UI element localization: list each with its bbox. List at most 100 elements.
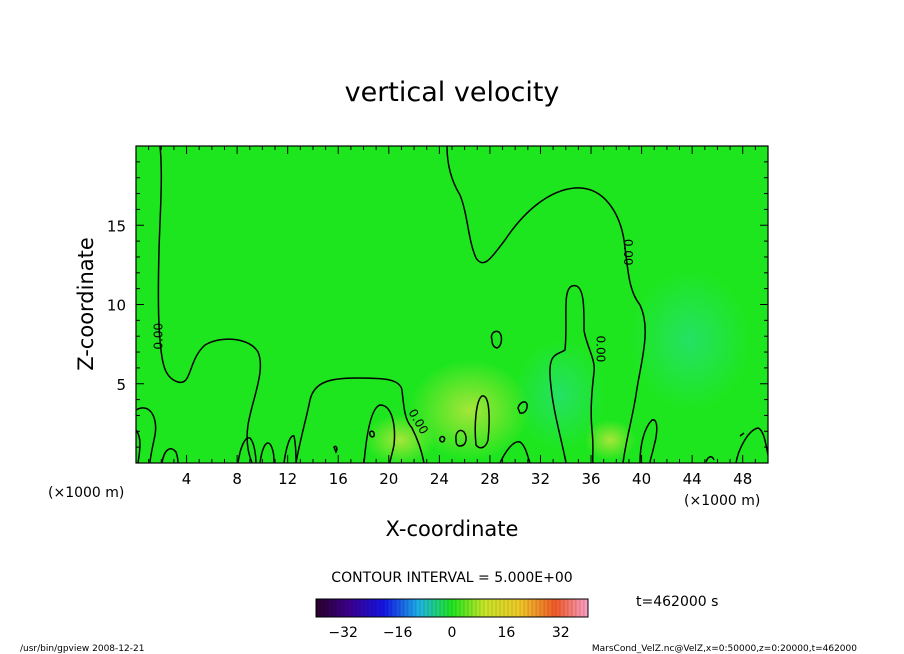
contour-line [549,285,595,463]
colorbar-cell [480,599,485,617]
colorbar-cell [328,599,333,617]
contour-line [283,435,297,463]
colorbar-cell [416,599,421,617]
colorbar-frame [315,598,589,618]
y-tick-label: 5 [116,376,126,394]
contour-line [474,395,490,449]
y-axis-title: Z-coordinate [74,237,98,371]
colorbar-cell [520,599,525,617]
colorbar-cell [456,599,461,617]
colorbar-cell [384,599,389,617]
colorbar-cell [432,599,437,617]
colorbar-cell [560,599,565,617]
colorbar-cell [388,599,393,617]
colorbar-cell [484,599,489,617]
colorbar-cell [492,599,497,617]
contour-labels: 0.000.000.000.00 [151,239,635,437]
x-tick-label: 16 [329,470,348,488]
colorbar-cell [348,599,353,617]
colorbar-tick-label: 16 [497,625,515,641]
colorbar-cell [404,599,409,617]
colorbar-cell [460,599,465,617]
x-tick-label: 20 [379,470,398,488]
colorbar-cell [368,599,373,617]
field-blob [365,415,435,463]
colorbar-cell [352,599,357,617]
colorbar-cell [452,599,457,617]
field-blob [410,360,530,460]
colorbar-tick-label: 32 [552,625,570,641]
contour-line [363,404,396,463]
colorbar-cell [420,599,425,617]
colorbar-cell [428,599,433,617]
colorbar-cell [380,599,385,617]
colorbar-cell [564,599,569,617]
footer-left: /usr/bin/gpview 2008-12-21 [20,644,144,654]
colorbar-cell [400,599,405,617]
colorbar-cell [316,599,321,617]
plot-area [136,146,768,463]
colorbar-cell [500,599,505,617]
contour-line [333,445,338,454]
colorbar-tick-label: −16 [383,625,413,641]
colorbar-cell [508,599,513,617]
contour-line [295,377,425,463]
colorbar-cell [436,599,441,617]
colorbar-cell [324,599,329,617]
contour-line [439,435,446,443]
x-tick-label: 8 [232,470,242,488]
colorbar-cell [332,599,337,617]
colorbar-cell [364,599,369,617]
footer-right: MarsCond_VelZ.nc@VelZ,x=0:50000,z=0:2000… [592,644,857,654]
x-unit-left: (×1000 m) [48,485,124,501]
contour-line [499,441,531,463]
contour-line [639,419,658,463]
colorbar-cell [372,599,377,617]
y-axis: 5 10 15 [107,161,768,448]
x-tick-label: 28 [480,470,499,488]
field-blob [630,270,750,410]
colorbar-cell [336,599,341,617]
contour-line [369,430,375,438]
contour-line [157,146,262,463]
contour-line [446,146,646,463]
colorbar-cell [472,599,477,617]
x-tick-label: 4 [182,470,192,488]
x-tick-label: 48 [733,470,752,488]
colorbar-cell [376,599,381,617]
colorbar-cell [524,599,529,617]
contour-line [735,427,768,463]
field-blob [585,420,635,460]
colorbar-cell [344,599,349,617]
colorbar-cell [572,599,577,617]
field-blob [515,340,605,450]
contour-line [259,442,275,463]
colorbar-cell [396,599,401,617]
colorbar-cell [448,599,453,617]
colorbar-cell [356,599,361,617]
contour-line [161,448,179,463]
x-axis: 4 8 12 16 20 24 28 32 36 40 44 48 [148,146,756,488]
colorbar-cell [568,599,573,617]
colorbar-cell [528,599,533,617]
colorbar-ticks: −32 −16 0 16 32 [328,625,569,641]
chart-title: vertical velocity [345,77,560,108]
colorbar-cell [512,599,517,617]
colorbar-cell [576,599,581,617]
x-tick-label: 24 [430,470,449,488]
contour-line [455,429,467,447]
colorbar-cell [440,599,445,617]
colorbar-cell [392,599,397,617]
contour-line [490,330,503,349]
colorbar-cell [444,599,449,617]
contour-label: 0.00 [621,239,635,266]
contour-line [705,456,715,463]
contour-line [517,401,528,414]
colorbar-cell [488,599,493,617]
y-tick-label: 10 [107,297,126,315]
colorbar-cell [408,599,413,617]
contour-line [136,429,141,463]
colorbar-cell [516,599,521,617]
colorbar-cell [504,599,509,617]
